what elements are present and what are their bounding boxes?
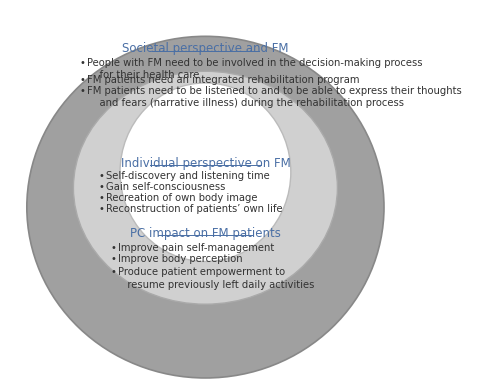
Text: •: • bbox=[98, 193, 104, 203]
Text: Individual perspective on FM: Individual perspective on FM bbox=[120, 157, 290, 170]
Text: Gain self-consciousness: Gain self-consciousness bbox=[106, 182, 226, 192]
Text: Reconstruction of patients’ own life: Reconstruction of patients’ own life bbox=[106, 204, 283, 214]
Text: Societal perspective and FM: Societal perspective and FM bbox=[122, 42, 288, 55]
Text: People with FM need to be involved in the decision-making process
    for their : People with FM need to be involved in th… bbox=[87, 58, 422, 80]
Ellipse shape bbox=[120, 83, 291, 262]
Text: •: • bbox=[98, 204, 104, 214]
Text: •: • bbox=[79, 86, 85, 96]
Text: Improve pain self-management: Improve pain self-management bbox=[118, 243, 274, 253]
Text: •: • bbox=[79, 75, 85, 85]
Text: •: • bbox=[110, 267, 116, 277]
Text: •: • bbox=[79, 58, 85, 68]
Text: •: • bbox=[110, 254, 116, 264]
Text: Improve body perception: Improve body perception bbox=[118, 254, 242, 264]
Text: Recreation of own body image: Recreation of own body image bbox=[106, 193, 258, 203]
Text: FM patients need to be listened to and to be able to express their thoughts
    : FM patients need to be listened to and t… bbox=[87, 86, 462, 108]
Text: •: • bbox=[110, 243, 116, 253]
Text: Self-discovery and listening time: Self-discovery and listening time bbox=[106, 171, 270, 181]
Ellipse shape bbox=[27, 36, 384, 378]
Text: PC impact on FM patients: PC impact on FM patients bbox=[130, 226, 281, 240]
Text: FM patients need an integrated rehabilitation program: FM patients need an integrated rehabilit… bbox=[87, 75, 359, 85]
Text: Produce patient empowerment to
   resume previously left daily activities: Produce patient empowerment to resume pr… bbox=[118, 267, 314, 290]
Text: •: • bbox=[98, 182, 104, 192]
Ellipse shape bbox=[74, 71, 338, 304]
Text: •: • bbox=[98, 171, 104, 181]
